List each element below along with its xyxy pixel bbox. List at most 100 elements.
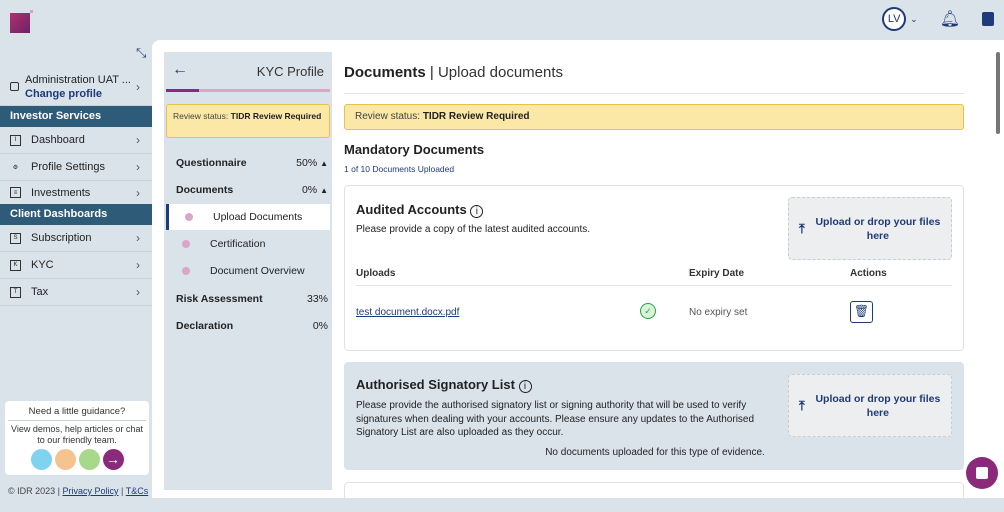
label: KYC: [31, 259, 54, 271]
section-investor-services: Investor Services: [0, 106, 152, 127]
subtitle: Upload documents: [437, 64, 564, 81]
separator: |: [121, 486, 124, 496]
support-avatar: [78, 449, 100, 470]
upload-dropzone[interactable]: ⤒ Upload or drop your files here: [788, 374, 952, 437]
step-label: Upload Documents: [213, 211, 303, 223]
sidebar-item-tax[interactable]: T Tax ›: [0, 279, 152, 306]
step-documents[interactable]: Documents 0% ▲: [176, 184, 328, 196]
label: Dashboard: [31, 134, 85, 146]
chevron-right-icon: ›: [136, 185, 140, 200]
sidebar-item-subscription[interactable]: S Subscription ›: [0, 225, 152, 252]
step-pct: 0%: [301, 184, 318, 196]
scrollbar-thumb[interactable]: [996, 52, 1000, 134]
upload-dropzone[interactable]: ⤒ Upload or drop your files here: [788, 197, 952, 260]
sidebar-item-profile-settings[interactable]: ⚙ Profile Settings ›: [0, 154, 152, 181]
upload-icon: ⤒: [799, 397, 805, 413]
label: Profile Settings: [31, 161, 105, 173]
step-pct: 33%: [306, 293, 328, 305]
dot-icon: [185, 213, 193, 221]
guidance-box[interactable]: Need a little guidance? View demos, help…: [5, 401, 149, 475]
card-title: Audited Accounts i: [356, 202, 484, 218]
collapse-icon[interactable]: ⤡: [136, 45, 147, 60]
arrow-right-icon[interactable]: →: [102, 449, 124, 470]
upload-label: Upload or drop your files here: [815, 392, 941, 419]
expiry: No expiry set: [689, 307, 748, 318]
card-desc: Please provide the authorised signatory …: [356, 400, 755, 438]
sidebar-item-investments[interactable]: ≡ Investments ›: [0, 181, 152, 204]
col-expiry: Expiry Date: [689, 268, 745, 279]
kyc-icon: K: [10, 259, 21, 271]
page-title: Documents | Upload documents: [344, 64, 964, 94]
kyc-progress-fill: [166, 89, 199, 92]
step-questionnaire[interactable]: Questionnaire 50% ▲: [176, 157, 328, 169]
card-title: Authorised Signatory List i: [356, 377, 532, 393]
step-label: Documents: [176, 184, 234, 196]
title: Documents: [344, 64, 426, 81]
sidebar-item-kyc[interactable]: K KYC ›: [0, 252, 152, 279]
empty-message: No documents uploaded for this type of e…: [545, 447, 765, 458]
upload-label: Upload or drop your files here: [815, 215, 941, 242]
chevron-right-icon: ›: [136, 80, 140, 94]
chevron-right-icon: ›: [136, 160, 140, 174]
card-audited-accounts: Audited Accounts i Please provide a copy…: [344, 185, 964, 351]
step-risk-assessment[interactable]: Risk Assessment 33%: [176, 293, 328, 305]
col-actions: Actions: [850, 268, 887, 279]
step-pct: 50%: [296, 157, 318, 169]
profile-switcher[interactable]: Administration UAT ... Change profile ›: [0, 70, 152, 106]
idr-logo[interactable]: [10, 10, 33, 33]
separator: |: [429, 64, 434, 81]
chevron-down-icon: ⌄: [910, 13, 918, 24]
title: Authorised Signatory List: [356, 377, 515, 392]
user-gear-icon: ⚙: [12, 164, 19, 171]
title: Audited Accounts: [356, 202, 467, 217]
substep-document-overview[interactable]: Document Overview: [182, 265, 305, 277]
profile-name: Administration UAT ...: [25, 74, 131, 86]
label: Investments: [31, 186, 91, 199]
dot-icon: [182, 267, 190, 275]
review-value: TIDR Review Required: [422, 111, 530, 122]
upload-icon: ⤒: [799, 220, 805, 236]
profile-icon: [10, 82, 19, 91]
chat-launcher[interactable]: [966, 457, 998, 489]
review-value: TIDR Review Required: [230, 111, 322, 121]
file-link[interactable]: test document.docx.pdf: [356, 307, 460, 318]
top-actions: LV ⌄ 🔔︎: [882, 7, 994, 31]
table-row: test document.docx.pdf ✓ No expiry set 🗑…: [356, 299, 952, 325]
step-label: Questionnaire: [176, 157, 247, 169]
change-profile-link[interactable]: Change profile: [25, 88, 103, 100]
privacy-policy-link[interactable]: Privacy Policy: [62, 486, 119, 496]
support-avatar: [30, 449, 52, 470]
dashboard-icon: I: [10, 134, 21, 146]
card-next: [344, 482, 964, 512]
card-desc: Please provide a copy of the latest audi…: [356, 224, 591, 235]
terms-link[interactable]: T&Cs: [125, 486, 149, 496]
chevron-right-icon: ›: [136, 231, 140, 245]
copyright: © IDR 2023 |: [8, 486, 60, 496]
sidebar-item-dashboard[interactable]: I Dashboard ›: [0, 127, 152, 154]
card-authorised-signatory-list: Authorised Signatory List i Please provi…: [344, 362, 964, 470]
step-label: Certification: [210, 238, 266, 250]
logout-icon[interactable]: [982, 12, 994, 26]
table-header: Uploads Expiry Date Actions: [356, 268, 952, 286]
col-uploads: Uploads: [356, 268, 396, 279]
bell-icon[interactable]: 🔔︎: [939, 11, 960, 28]
substep-upload-documents[interactable]: Upload Documents: [166, 204, 330, 230]
info-icon[interactable]: i: [518, 380, 532, 393]
trash-icon[interactable]: 🗑︎: [850, 301, 873, 323]
chevron-right-icon: ›: [136, 133, 140, 147]
avatar[interactable]: LV: [882, 7, 907, 31]
review-status-banner: Review status: TIDR Review Required: [166, 104, 330, 138]
caret-up-icon: ▲: [320, 159, 328, 168]
info-icon[interactable]: i: [470, 205, 484, 218]
chevron-right-icon: ›: [136, 258, 140, 272]
substep-certification[interactable]: Certification: [182, 238, 265, 250]
tax-icon: T: [10, 286, 21, 298]
step-label: Document Overview: [210, 265, 305, 277]
section-client-dashboards: Client Dashboards: [0, 204, 152, 225]
back-arrow-icon[interactable]: ←: [172, 61, 188, 78]
upload-count: 1 of 10 Documents Uploaded: [344, 164, 455, 174]
guidance-text: View demos, help articles or chat to our…: [11, 424, 143, 445]
chat-icon: [976, 467, 988, 479]
step-declaration[interactable]: Declaration 0%: [176, 320, 328, 332]
user-menu[interactable]: LV ⌄: [882, 7, 918, 31]
